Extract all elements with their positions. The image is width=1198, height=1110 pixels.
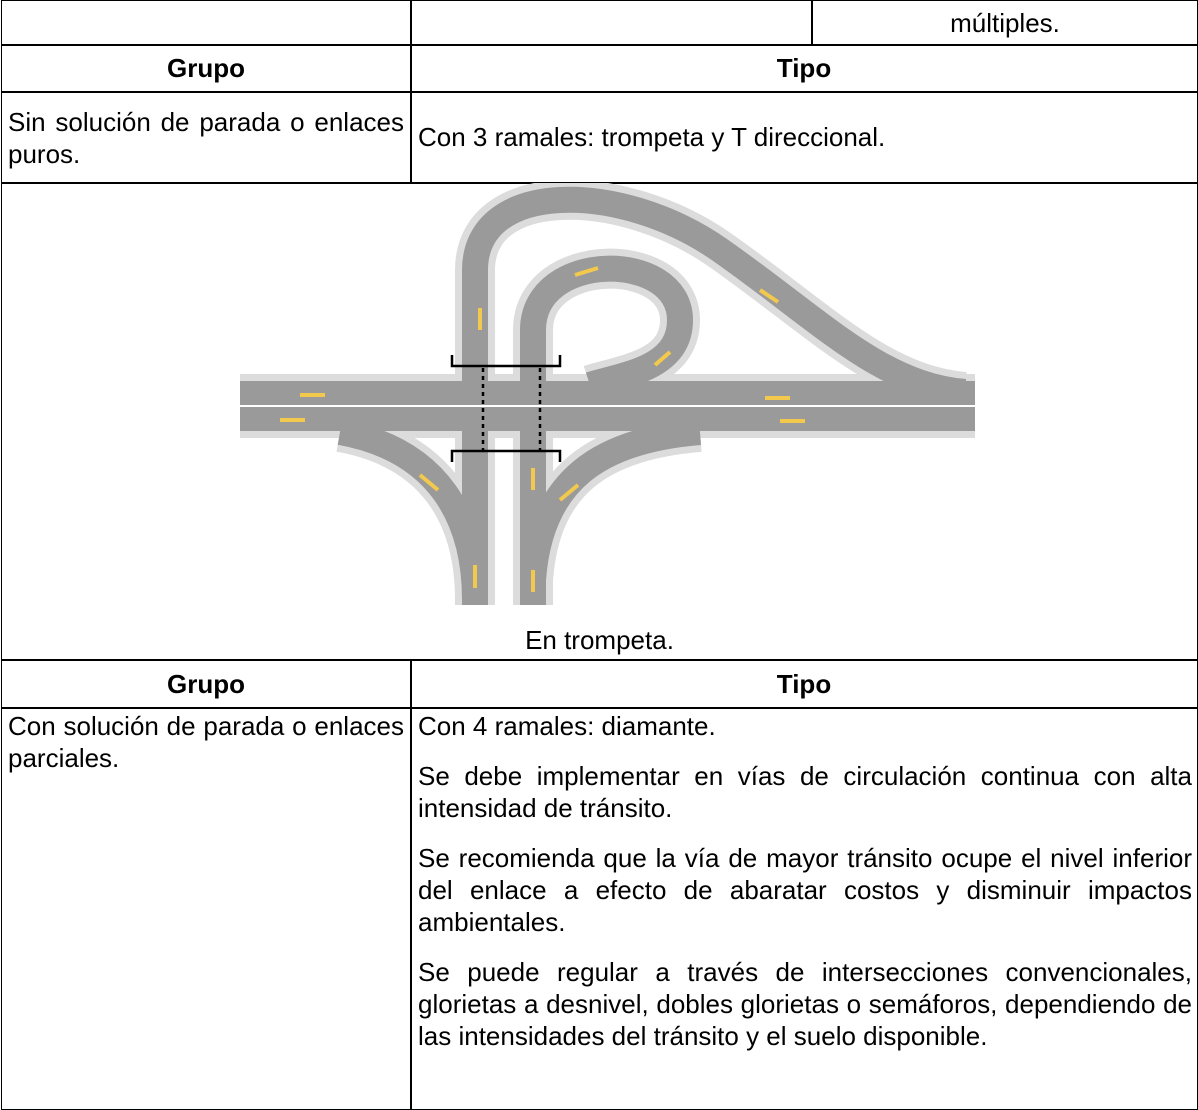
figure-caption: En trompeta. bbox=[525, 625, 674, 655]
paragraph: Se puede regular a través de interseccio… bbox=[418, 957, 1192, 1051]
paragraph: Se recomienda que la vía de mayor tránsi… bbox=[418, 843, 1192, 937]
header: Tipo bbox=[776, 53, 832, 83]
cell-text: Con 3 ramales: trompeta y T direccional. bbox=[418, 122, 886, 152]
cell bbox=[1, 0, 412, 46]
cell-text: múltiples. bbox=[950, 8, 1060, 38]
interchange-figure bbox=[240, 183, 975, 605]
cell bbox=[410, 0, 813, 46]
cell bbox=[1, 44, 412, 93]
cell-text: Con solución de parada o enlaces parcial… bbox=[8, 711, 404, 773]
paragraph: Con 4 ramales: diamante. bbox=[418, 711, 716, 741]
header: Grupo bbox=[167, 53, 245, 83]
header: Tipo bbox=[776, 669, 832, 699]
header: Grupo bbox=[167, 669, 245, 699]
cell bbox=[1, 659, 412, 709]
cell bbox=[1, 91, 412, 184]
cell-text: Sin solución de parada o enlaces puros. bbox=[8, 107, 404, 169]
paragraphs: Con 4 ramales: diamante. Se debe impleme… bbox=[418, 710, 1192, 1070]
paragraph: Se debe implementar en vías de circulaci… bbox=[418, 761, 1192, 823]
